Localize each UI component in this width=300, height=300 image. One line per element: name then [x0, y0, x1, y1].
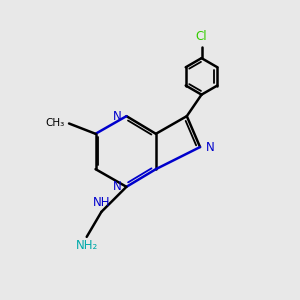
Text: Cl: Cl [196, 29, 207, 43]
Text: N: N [112, 110, 121, 123]
Text: NH: NH [93, 196, 110, 209]
Text: CH₃: CH₃ [45, 118, 64, 128]
Text: N: N [112, 180, 121, 193]
Text: NH₂: NH₂ [76, 239, 98, 252]
Text: N: N [206, 141, 215, 154]
